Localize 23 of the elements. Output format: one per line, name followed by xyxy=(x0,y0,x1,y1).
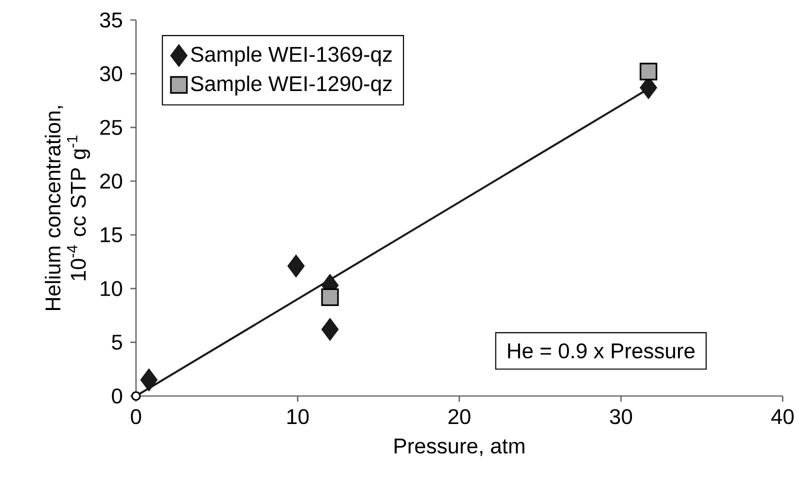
point xyxy=(321,288,339,306)
legend-label: Sample WEI-1369-qz xyxy=(191,46,392,66)
x-tick-label: 20 xyxy=(448,409,470,424)
point xyxy=(321,318,339,341)
y-tick-label: 0 xyxy=(112,388,122,404)
y-tick-label: 5 xyxy=(112,334,122,350)
point xyxy=(140,368,158,392)
point xyxy=(640,62,658,80)
point xyxy=(287,254,305,278)
annotation: He = 0.9 x Pressure xyxy=(508,343,695,358)
y-tick-label: 10 xyxy=(100,281,122,296)
y-tick-label: 35 xyxy=(100,12,122,28)
x-tick-label: 0 xyxy=(130,409,142,424)
y-tick-label: 25 xyxy=(100,120,122,135)
x-axis-title: Pressure, atm xyxy=(394,438,524,456)
x-tick-label: 30 xyxy=(610,409,632,424)
x-tick-label: 40 xyxy=(771,409,794,424)
x-tick-label: 10 xyxy=(287,409,309,424)
y-tick-label: 20 xyxy=(100,174,122,189)
point xyxy=(131,391,141,401)
y-tick-label: 30 xyxy=(100,66,122,82)
legend-label: Sample WEI-1290-qz xyxy=(191,76,392,96)
y-tick-label: 15 xyxy=(100,227,122,242)
